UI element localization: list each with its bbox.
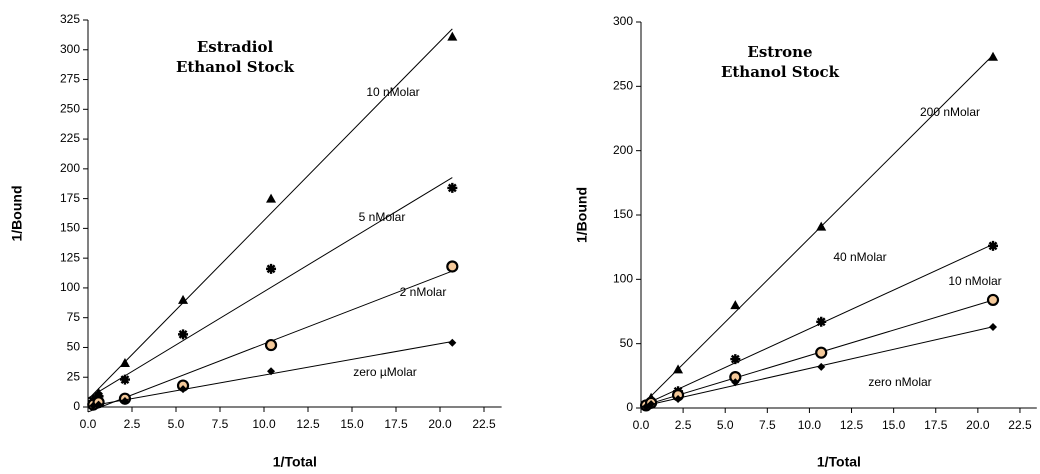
marker-star <box>447 182 458 193</box>
y-tick-label: 100 <box>613 272 633 286</box>
fit-line <box>640 243 994 407</box>
marker-triangle <box>730 300 741 310</box>
fit-line <box>640 326 994 408</box>
x-tick-label: 10.0 <box>252 417 276 431</box>
marker-triangle <box>673 364 684 374</box>
marker-circle <box>446 260 459 273</box>
fit-line <box>87 28 453 400</box>
marker-star <box>178 329 189 340</box>
series-label: 40 nMolar <box>833 250 886 264</box>
marker-triangle <box>119 357 130 367</box>
marker-triangle <box>266 193 277 203</box>
chart-title: Estrone <box>747 43 812 61</box>
x-tick-label: 22.5 <box>472 417 496 431</box>
marker-circle <box>264 338 278 352</box>
series-label: 10 nMolar <box>366 85 419 99</box>
y-tick-label: 0 <box>73 399 80 413</box>
marker-diamond <box>120 397 129 406</box>
y-axis-label: 1/Bound <box>574 187 590 243</box>
marker-circle <box>986 293 1000 307</box>
x-tick-label: 7.5 <box>759 418 776 432</box>
x-tick-label: 2.5 <box>675 418 692 432</box>
chart-title: Ethanol Stock <box>176 58 295 76</box>
marker-star <box>988 240 999 251</box>
marker-star <box>119 374 130 385</box>
y-axis-label: 1/Bound <box>9 186 25 242</box>
marker-star <box>816 316 827 327</box>
y-tick-label: 150 <box>60 221 80 235</box>
x-axis-label: 1/Total <box>817 454 861 470</box>
series-label: zero µMolar <box>353 365 417 379</box>
marker-triangle <box>178 294 189 304</box>
y-tick-label: 150 <box>613 207 633 221</box>
x-tick-label: 17.5 <box>384 417 408 431</box>
y-tick-label: 200 <box>613 143 633 157</box>
x-tick-label: 5.0 <box>717 418 734 432</box>
y-tick-label: 275 <box>60 72 80 86</box>
y-tick-label: 50 <box>67 340 81 354</box>
series-label: 10 nMolar <box>948 274 1001 288</box>
y-tick-label: 250 <box>613 79 633 93</box>
x-tick-label: 22.5 <box>1008 418 1032 432</box>
y-tick-label: 300 <box>613 14 633 28</box>
y-tick-label: 0 <box>626 400 633 414</box>
marker-triangle <box>447 31 458 41</box>
marker-diamond <box>817 362 826 371</box>
x-tick-label: 15.0 <box>340 417 364 431</box>
marker-triangle <box>816 221 827 231</box>
marker-triangle <box>988 51 999 61</box>
fit-line <box>87 177 453 399</box>
y-tick-label: 325 <box>60 12 80 26</box>
series-label: 5 nMolar <box>359 210 406 224</box>
marker-circle <box>815 346 828 359</box>
marker-star <box>730 354 741 365</box>
x-tick-label: 17.5 <box>924 418 948 432</box>
chart-title: Estradiol <box>197 38 274 56</box>
x-tick-label: 12.5 <box>296 417 320 431</box>
x-tick-label: 5.0 <box>168 417 185 431</box>
y-tick-label: 50 <box>620 336 634 350</box>
x-tick-label: 12.5 <box>840 418 864 432</box>
y-tick-label: 200 <box>60 161 80 175</box>
y-tick-label: 100 <box>60 280 80 294</box>
marker-diamond <box>989 322 998 331</box>
series-label: 200 nMolar <box>920 105 980 119</box>
marker-diamond <box>647 400 656 409</box>
x-axis-label: 1/Total <box>273 454 317 470</box>
marker-diamond <box>94 400 103 409</box>
marker-diamond <box>731 378 740 387</box>
marker-diamond <box>179 385 188 394</box>
x-tick-label: 7.5 <box>212 417 229 431</box>
y-tick-label: 175 <box>60 191 80 205</box>
x-tick-label: 20.0 <box>428 417 452 431</box>
marker-diamond <box>89 401 98 410</box>
series-label: 2 nMolar <box>400 285 447 299</box>
x-tick-label: 0.0 <box>633 418 650 432</box>
marker-star <box>266 263 277 274</box>
marker-diamond <box>448 338 457 347</box>
x-tick-label: 15.0 <box>882 418 906 432</box>
y-tick-label: 250 <box>60 101 80 115</box>
marker-diamond <box>267 367 276 376</box>
x-tick-label: 2.5 <box>124 417 141 431</box>
x-tick-label: 10.0 <box>798 418 822 432</box>
y-tick-label: 25 <box>67 369 81 383</box>
x-tick-label: 0.0 <box>80 417 97 431</box>
y-tick-label: 125 <box>60 250 80 264</box>
x-tick-label: 20.0 <box>966 418 990 432</box>
y-tick-label: 225 <box>60 131 80 145</box>
y-tick-label: 75 <box>67 310 81 324</box>
series-label: zero nMolar <box>868 375 931 389</box>
y-tick-label: 300 <box>60 42 80 56</box>
fit-line <box>640 54 994 407</box>
chart-title: Ethanol Stock <box>721 63 840 81</box>
marker-diamond <box>674 394 683 403</box>
